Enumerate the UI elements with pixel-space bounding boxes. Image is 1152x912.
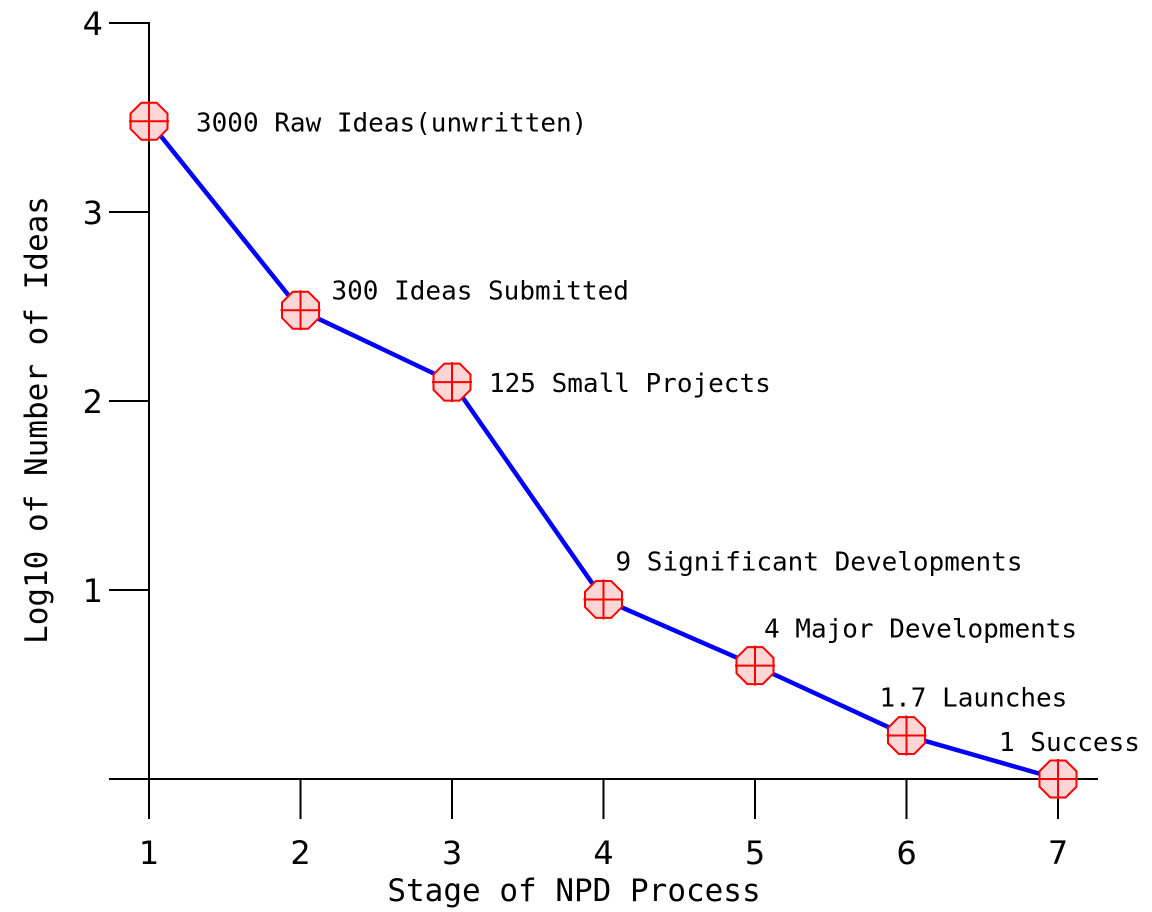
y-axis-title: Log10 of Number of Ideas — [19, 196, 55, 644]
data-point-marker — [280, 290, 321, 331]
y-axis: 1 2 3 4 — [83, 5, 150, 819]
data-label: 300 Ideas Submitted — [332, 276, 629, 306]
data-point-marker — [583, 579, 624, 620]
data-label: 9 Significant Developments — [616, 547, 1023, 577]
x-tick-label: 7 — [1048, 834, 1068, 872]
data-point-marker — [432, 362, 472, 403]
y-tick-label: 2 — [83, 383, 103, 421]
x-tick-label: 5 — [745, 834, 765, 872]
data-label: 1.7 Launches — [880, 684, 1068, 714]
x-tick-label: 6 — [896, 834, 916, 872]
data-label: 3000 Raw Ideas(unwritten) — [196, 108, 587, 138]
y-ticks: 1 2 3 4 — [83, 5, 149, 610]
y-tick-label: 4 — [83, 5, 103, 43]
x-axis-title: Stage of NPD Process — [387, 873, 760, 909]
x-ticks: 1 2 3 4 5 6 7 — [139, 779, 1068, 872]
data-label: 4 Major Developments — [764, 615, 1077, 645]
x-tick-label: 3 — [442, 834, 462, 872]
data-label: 125 Small Projects — [489, 369, 771, 399]
y-tick-label: 3 — [83, 194, 103, 232]
data-point-marker — [735, 645, 775, 686]
data-point-marker — [886, 715, 927, 756]
series-line — [147, 119, 1059, 782]
x-tick-label: 1 — [139, 834, 159, 872]
data-point-marker — [1038, 759, 1078, 799]
x-axis: 1 2 3 4 5 6 7 — [109, 778, 1098, 872]
y-tick-label: 1 — [83, 572, 103, 610]
data-label: 1 Success — [999, 728, 1140, 758]
x-tick-label: 4 — [593, 834, 613, 872]
x-tick-label: 2 — [290, 834, 310, 872]
data-series: 3000 Raw Ideas(unwritten) 300 Ideas Submi… — [129, 101, 1140, 799]
data-point-marker — [129, 101, 169, 142]
